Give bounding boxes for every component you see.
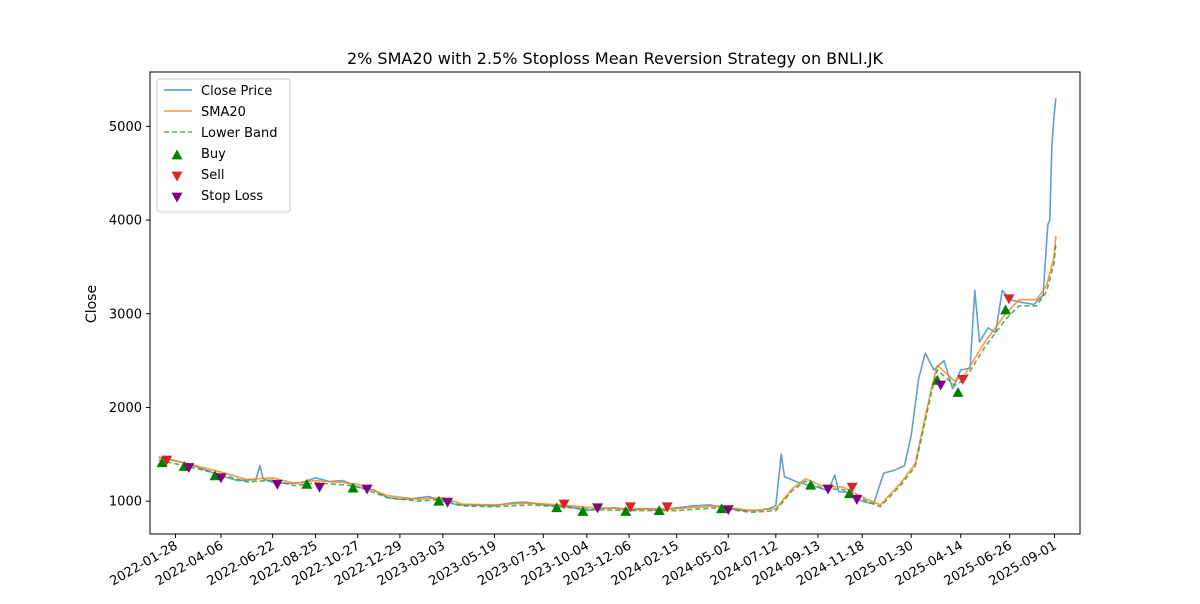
sell-marker: [624, 502, 636, 513]
sell-marker: [846, 482, 858, 493]
stop-loss-marker: [183, 463, 195, 473]
legend-label-sell: Sell: [201, 168, 224, 183]
sell-marker: [161, 455, 173, 466]
buy-marker: [347, 482, 359, 493]
y-axis: 1000 2000 3000 4000 5000: [109, 120, 150, 510]
sell-marker: [1003, 294, 1015, 305]
buy-marker: [577, 506, 589, 516]
legend-swatch-sell: [171, 171, 183, 182]
series-line-lower-band: [158, 243, 1057, 514]
stop-loss-marker: [592, 503, 604, 514]
stop-loss-marker: [314, 482, 326, 493]
sell-marker: [661, 502, 673, 513]
buy-marker: [805, 479, 817, 490]
stop-loss-marker: [935, 380, 947, 391]
chart-title: 2% SMA20 with 2.5% Stoploss Mean Reversi…: [347, 49, 884, 68]
legend-swatch-buy: [171, 149, 183, 160]
stop-loss-marker: [441, 497, 453, 508]
trade-markers: [156, 294, 1015, 516]
buy-marker: [551, 502, 563, 513]
y-tick-label: 2000: [109, 401, 142, 416]
sell-marker: [558, 499, 570, 510]
y-tick-label: 3000: [109, 307, 142, 322]
series-line-close-price: [158, 98, 1057, 512]
legend-label-sma20: SMA20: [201, 105, 246, 120]
buy-marker: [301, 478, 313, 489]
buy-marker: [716, 503, 728, 514]
buy-marker: [952, 386, 964, 397]
legend-box: [156, 78, 291, 213]
legend-label-close-price: Close Price: [201, 84, 272, 99]
buy-marker: [620, 506, 632, 516]
legend: Close Price SMA20 Lower Band Buy Sell Stop Lo…: [156, 78, 291, 213]
stop-loss-marker: [215, 473, 227, 484]
stop-loss-marker: [722, 505, 734, 516]
sell-marker: [957, 374, 969, 385]
series-lines: [158, 98, 1057, 514]
legend-label-buy: Buy: [201, 147, 226, 162]
stop-loss-marker: [361, 484, 373, 495]
stop-loss-marker: [851, 494, 863, 505]
y-tick-label: 5000: [109, 120, 142, 135]
buy-marker: [156, 457, 168, 468]
plot-frame: [149, 71, 1081, 535]
series-line-sma20: [158, 235, 1057, 512]
legend-swatch-stop-loss: [171, 192, 183, 203]
legend-label-lower-band: Lower Band: [201, 126, 277, 141]
y-axis-label: Close: [84, 285, 100, 323]
y-tick-label: 4000: [109, 214, 142, 229]
buy-marker: [209, 470, 221, 481]
stop-loss-marker: [822, 484, 834, 495]
buy-marker: [433, 495, 445, 506]
stop-loss-marker: [271, 479, 283, 490]
legend-label-stop-loss: Stop Loss: [201, 189, 263, 204]
buy-marker: [1000, 304, 1012, 315]
y-tick-label: 1000: [109, 495, 142, 510]
buy-marker: [653, 505, 665, 515]
x-axis: 2022-01-282022-04-062022-06-222022-08-25…: [108, 534, 1060, 589]
